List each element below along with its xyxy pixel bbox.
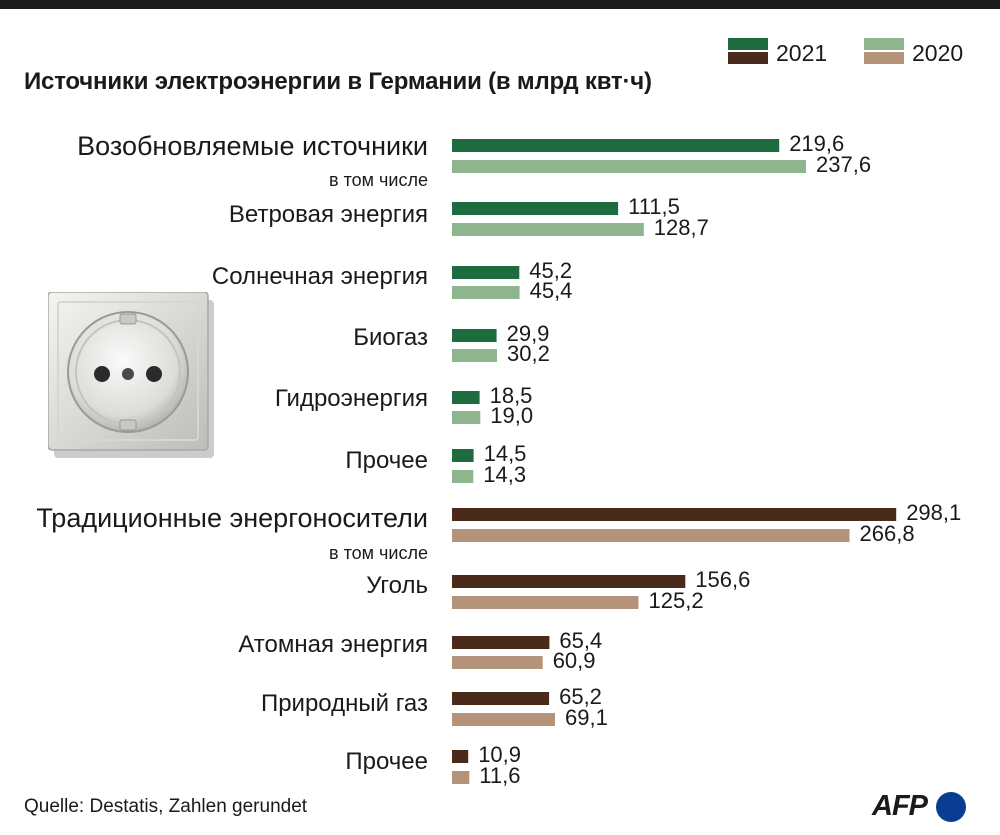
category-label-renewable-4: Гидроэнергия [275,385,428,412]
category-label-renewable-2: Солнечная энергия [212,263,428,290]
bar-renewable-1-2021 [452,202,619,215]
bar-renewable-1-2020 [452,223,644,236]
legend-swatch-2020-traditional [864,52,904,64]
value-label-traditional-3-2021: 65,2 [559,684,602,709]
bar-renewable-0-2020 [452,160,806,173]
bar-traditional-1-2021 [452,575,686,588]
value-label-renewable-5-2020: 14,3 [483,462,526,487]
value-label-renewable-0-2021: 219,6 [789,131,844,156]
bar-traditional-0-2021 [452,508,897,521]
value-label-renewable-2-2021: 45,2 [529,258,572,283]
value-label-traditional-4-2020: 11,6 [479,763,520,788]
value-label-renewable-3-2021: 29,9 [507,321,550,346]
value-label-renewable-1-2021: 111,5 [628,194,680,219]
category-label-renewable-0: Возобновляемые источники [77,131,428,161]
afp-logo: AFP [872,788,972,828]
value-label-renewable-0-2020: 237,6 [816,152,871,177]
sub-label-including: в том числе [329,543,428,563]
legend-item-2020: 2020 [864,36,984,76]
value-label-renewable-4-2020: 19,0 [490,403,533,428]
value-label-traditional-4-2021: 10,9 [478,742,521,767]
bar-renewable-2-2020 [452,286,520,299]
bar-traditional-0-2020 [452,529,850,542]
bar-renewable-4-2020 [452,411,481,424]
category-label-renewable-1: Ветровая энергия [229,201,428,228]
value-label-traditional-1-2020: 125,2 [649,588,704,613]
bar-traditional-4-2020 [452,771,470,784]
bar-renewable-0-2021 [452,139,780,152]
chart-title: Источники электроэнергии в Германии (в м… [24,68,652,95]
top-bar [0,0,1000,9]
category-label-renewable-3: Биогаз [353,324,428,351]
bar-traditional-2-2021 [452,636,550,649]
power-socket-icon [47,291,218,467]
source-note: Quelle: Destatis, Zahlen gerundet [24,796,308,817]
sub-label-including: в том числе [329,170,428,190]
value-label-renewable-1-2020: 128,7 [654,215,709,240]
bar-traditional-4-2021 [452,750,469,763]
value-label-traditional-2-2020: 60,9 [553,648,596,673]
value-label-traditional-2-2021: 65,4 [559,628,602,653]
category-label-traditional-0: Традиционные энергоносители [36,503,428,533]
value-label-renewable-2-2020: 45,4 [530,278,573,303]
category-label-traditional-2: Атомная энергия [238,631,428,658]
bar-traditional-3-2021 [452,692,550,705]
bar-renewable-5-2021 [452,449,474,462]
bar-traditional-2-2020 [452,656,543,669]
legend-swatch-2021-traditional [728,52,768,64]
category-label-renewable-5: Прочее [345,447,428,474]
legend-label-2020: 2020 [912,40,964,66]
afp-logo-text: AFP [872,790,928,822]
value-label-traditional-3-2020: 69,1 [565,705,608,730]
value-label-traditional-1-2021: 156,6 [695,567,750,592]
value-label-traditional-0-2020: 266,8 [860,521,915,546]
value-label-renewable-3-2020: 30,2 [507,341,550,366]
bar-renewable-5-2020 [452,470,474,483]
bar-renewable-2-2021 [452,266,520,279]
legend-item-2021: 2021 [728,36,848,76]
bar-traditional-3-2020 [452,713,555,726]
category-label-traditional-4: Прочее [345,748,428,775]
value-label-renewable-4-2021: 18,5 [490,383,533,408]
bar-renewable-3-2021 [452,329,497,342]
legend-swatch-2021-renewable [728,38,768,50]
category-label-traditional-3: Природный газ [261,690,428,717]
legend-swatch-2020-renewable [864,38,904,50]
bar-renewable-3-2020 [452,349,497,362]
legend-label-2021: 2021 [776,40,828,66]
bar-traditional-1-2020 [452,596,639,609]
category-label-traditional-1: Уголь [366,572,428,599]
afp-logo-dot [936,792,966,822]
value-label-renewable-5-2021: 14,5 [484,441,527,466]
bar-renewable-4-2021 [452,391,480,404]
value-label-traditional-0-2021: 298,1 [906,500,961,525]
